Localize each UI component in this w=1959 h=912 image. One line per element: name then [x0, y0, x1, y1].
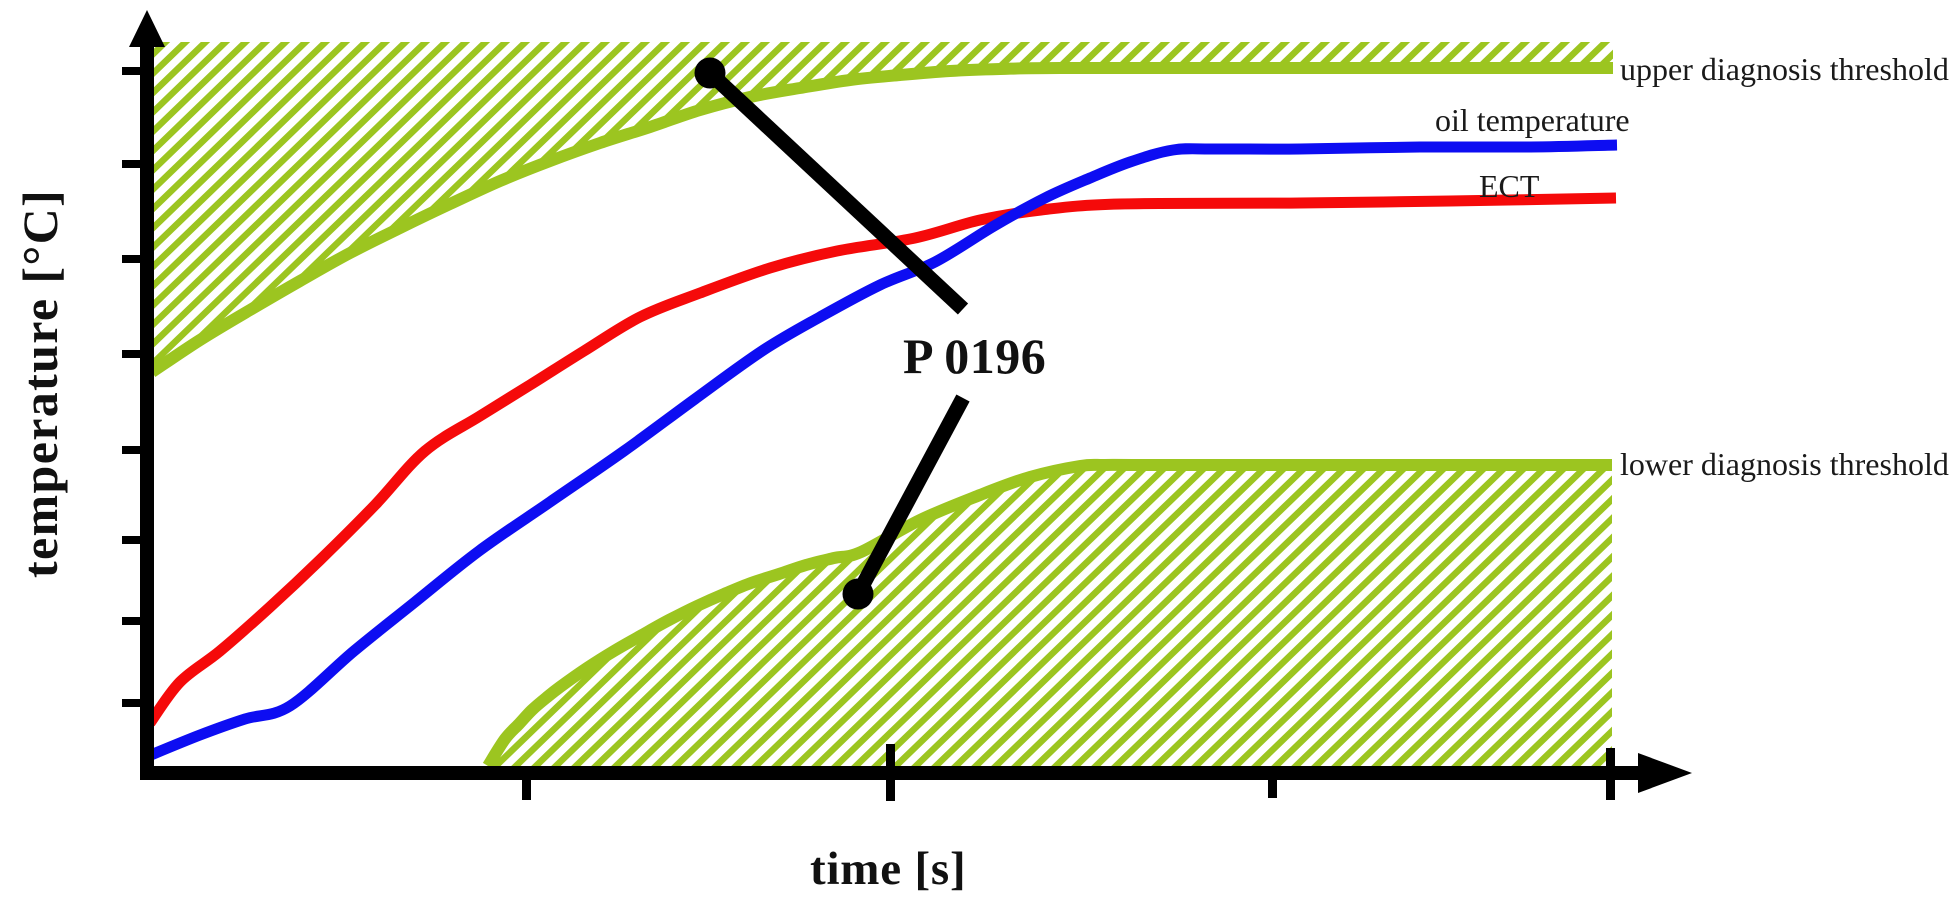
svg-text:P 0196: P 0196: [903, 328, 1046, 384]
svg-text:ECT: ECT: [1479, 168, 1540, 204]
svg-text:oil temperature: oil temperature: [1435, 102, 1630, 138]
svg-text:upper diagnosis threshold: upper diagnosis threshold: [1620, 51, 1949, 87]
svg-text:time [s]: time [s]: [810, 843, 966, 895]
svg-text:temperature [°C]: temperature [°C]: [12, 189, 68, 578]
svg-text:lower diagnosis threshold: lower diagnosis threshold: [1620, 446, 1949, 482]
